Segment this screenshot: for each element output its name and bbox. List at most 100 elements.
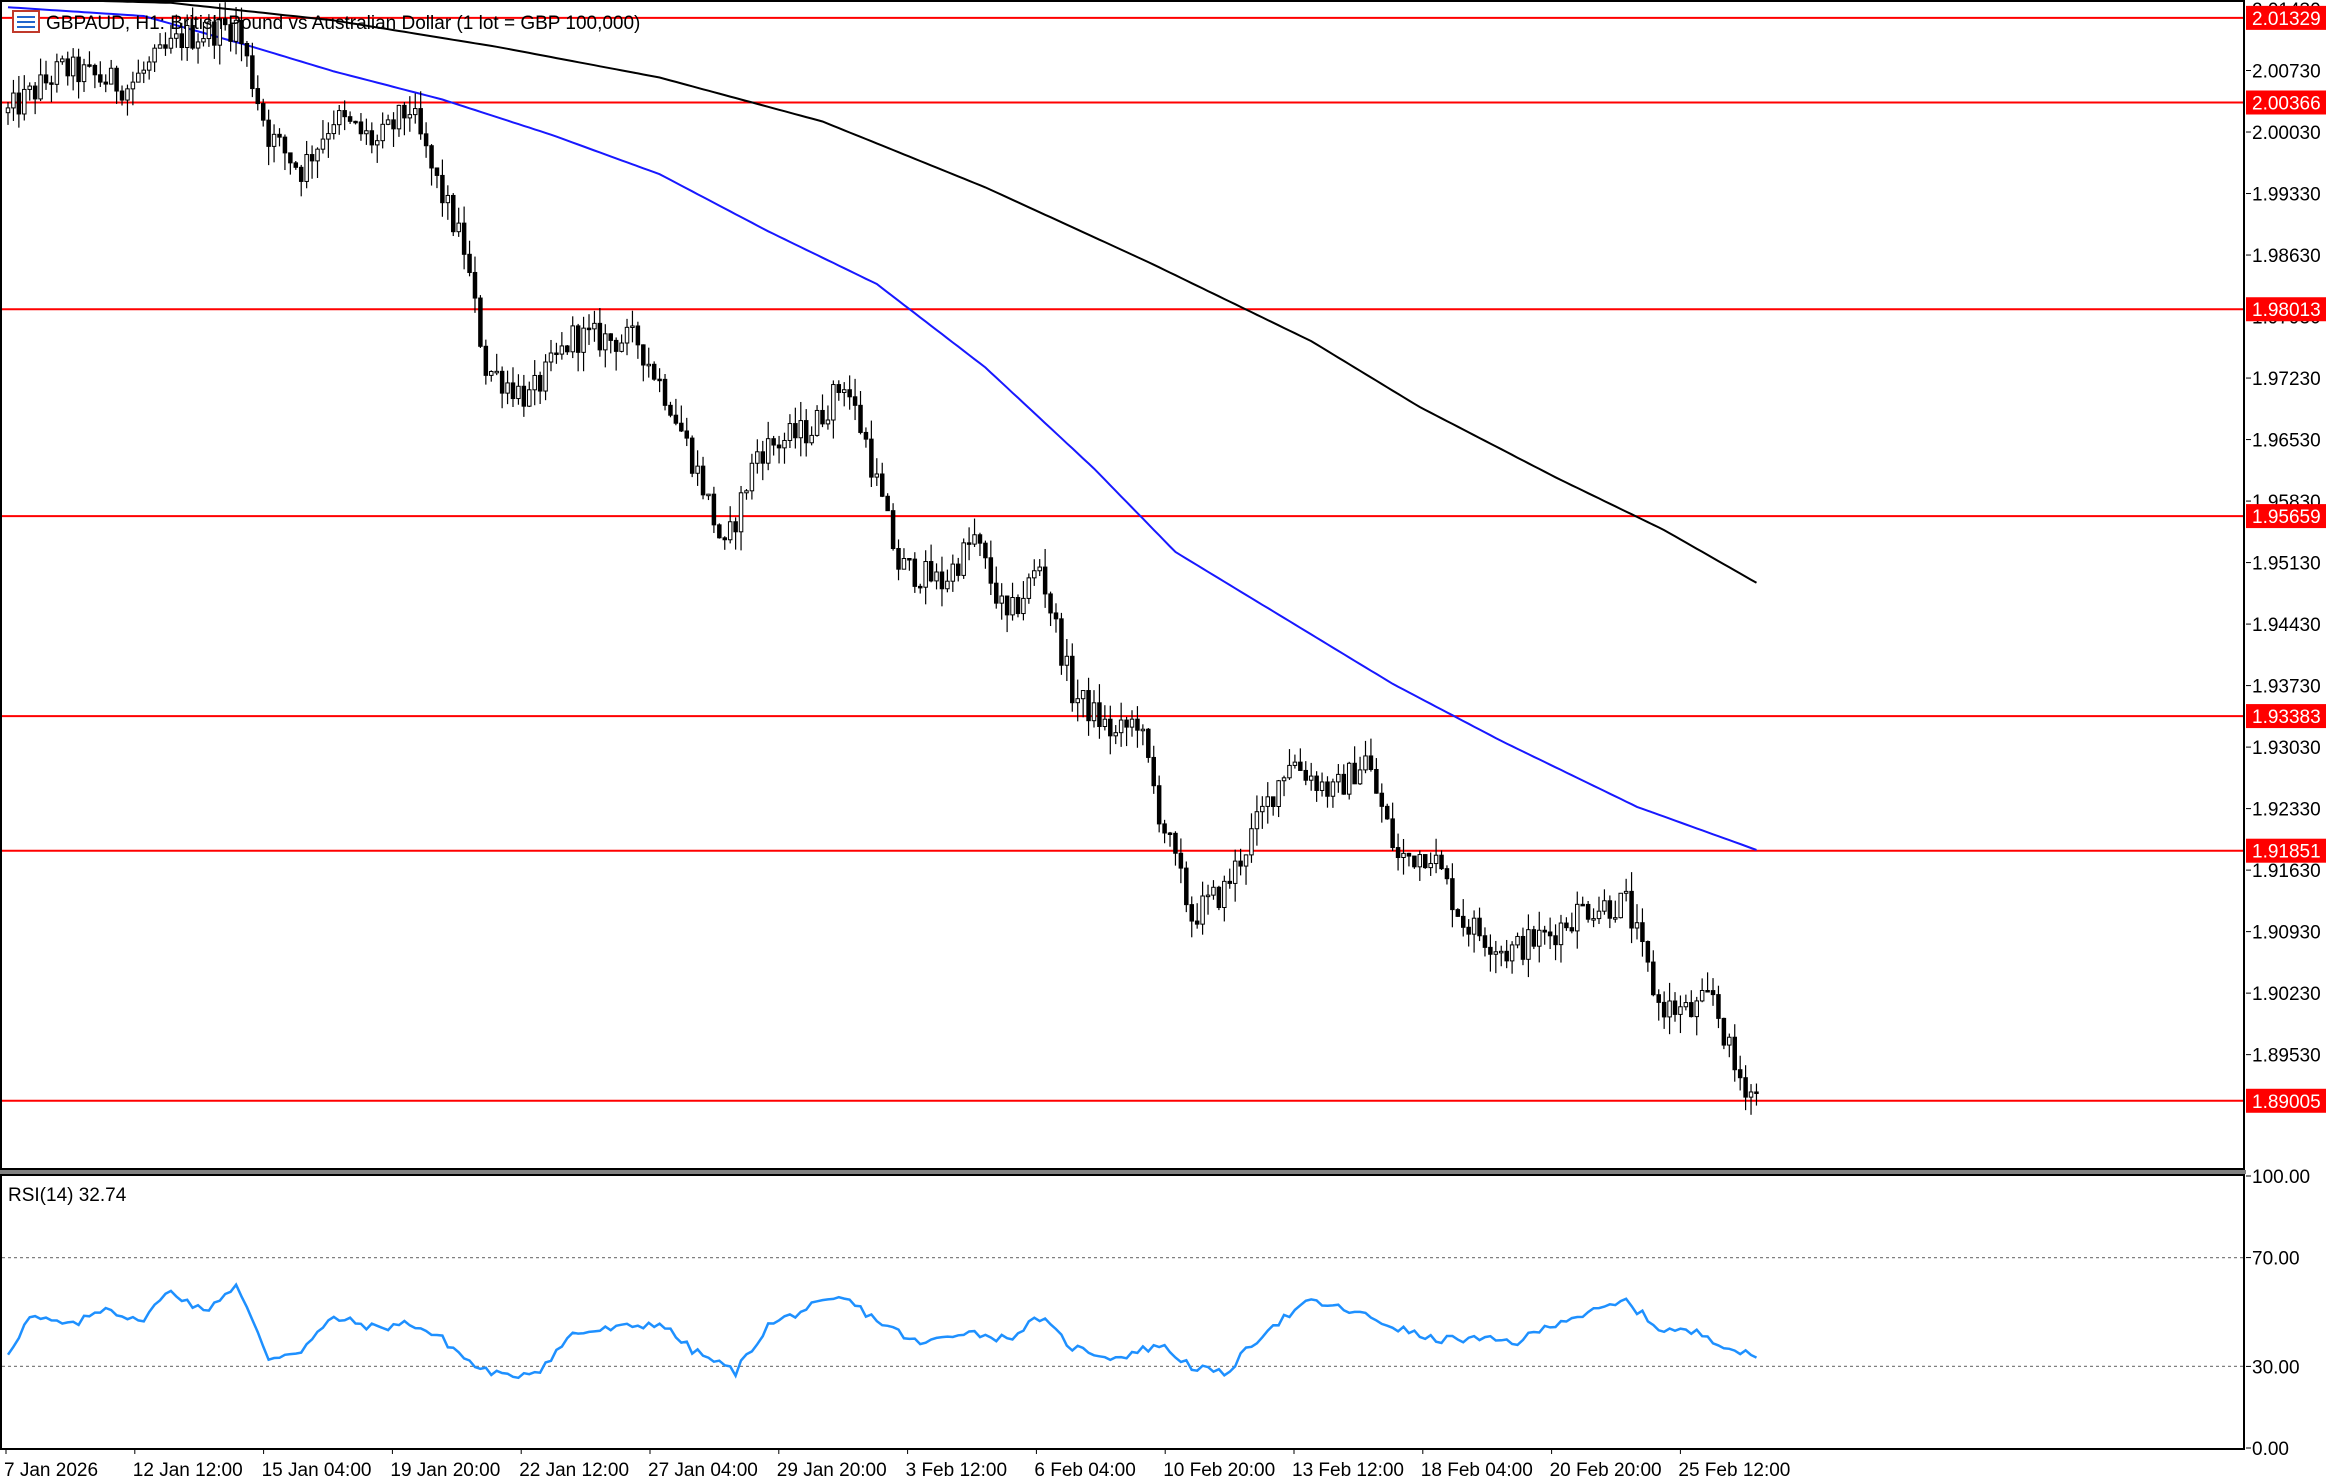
candle-body (972, 534, 977, 545)
candle-body (1053, 612, 1059, 620)
candle-body (222, 18, 228, 26)
candle-body (1298, 761, 1303, 771)
candle-body (483, 345, 489, 376)
candle-body (592, 322, 597, 330)
candle-body (174, 33, 179, 39)
candle-body (266, 119, 271, 147)
candle-body (70, 56, 76, 77)
candle-body (217, 18, 223, 46)
candle-body (570, 325, 575, 353)
candle-body (945, 580, 950, 590)
time-tick-label: 3 Feb 12:00 (906, 1460, 1007, 1478)
candle-body (288, 152, 293, 164)
candle-body (532, 374, 537, 391)
candle-body (38, 74, 43, 100)
candle-body (451, 194, 456, 233)
candle-body (1607, 900, 1613, 919)
candle-body (630, 325, 635, 328)
candle-body (841, 389, 847, 393)
candle-body (190, 25, 195, 49)
candle-body (527, 389, 532, 407)
candle-body (315, 148, 320, 162)
time-tick-label: 22 Jan 12:00 (519, 1460, 629, 1478)
candle-body (1406, 852, 1412, 857)
candle-body (1140, 728, 1146, 732)
price-tick-label: 1.92330 (2252, 800, 2321, 821)
candle-body (1173, 832, 1178, 854)
candle-body (787, 423, 793, 441)
candle-body (1037, 566, 1042, 572)
candle-body (250, 55, 255, 90)
candle-body (1602, 900, 1607, 912)
candle-body (1439, 854, 1444, 870)
candle-body (1629, 890, 1634, 929)
candle-body (1004, 595, 1010, 616)
candle-body (847, 389, 852, 398)
candle-body (689, 437, 695, 474)
candle-body (1455, 909, 1461, 917)
moving-average-slow (29, 0, 1757, 584)
candle-body (1135, 718, 1140, 731)
candle-body (396, 104, 402, 130)
candle-body (1433, 854, 1439, 865)
candle-body (184, 25, 190, 49)
candle-body (114, 67, 119, 92)
candle-body (1032, 570, 1037, 579)
candle-body (1716, 994, 1721, 1019)
candle-body (668, 404, 673, 416)
time-tick-label: 27 Jan 04:00 (648, 1460, 758, 1478)
candle-body (228, 24, 233, 42)
candle-body (803, 420, 809, 444)
candle-body (543, 361, 548, 392)
candle-body (1727, 1036, 1732, 1046)
candle-body (1238, 860, 1243, 867)
candle-body (60, 58, 65, 63)
candle-body (255, 88, 261, 105)
candle-body (1591, 918, 1596, 921)
candle-body (423, 133, 429, 147)
candle-body (1281, 777, 1287, 782)
candle-body (1569, 927, 1575, 932)
horizontal-levels (2, 16, 2244, 1102)
candle-body (1743, 1077, 1748, 1098)
ma-slow-line (29, 0, 1757, 584)
level-tag-label: 2.01329 (2252, 9, 2321, 30)
candle-body (233, 19, 239, 42)
candle-body (1471, 917, 1477, 935)
candle-body (1699, 990, 1705, 1002)
candle-body (896, 548, 901, 570)
candle-body (1292, 761, 1298, 766)
candle-body (342, 110, 347, 118)
candle-body (798, 420, 804, 439)
candle-body (928, 561, 934, 582)
candle-body (820, 409, 825, 425)
candle-body (1265, 796, 1271, 807)
candle-body (141, 69, 146, 74)
candle-body (461, 222, 467, 255)
candle-body (206, 21, 212, 40)
candle-body (1048, 593, 1053, 614)
candle-body (1227, 880, 1232, 884)
candle-body (727, 521, 733, 541)
candle-body (1640, 922, 1645, 943)
candle-body (869, 438, 874, 478)
candle-body (429, 145, 434, 169)
candle-body (1363, 755, 1368, 771)
candlestick-series (5, 2, 1759, 1115)
candle-body (695, 465, 700, 474)
candle-body (1553, 935, 1558, 946)
candle-body (738, 492, 744, 533)
candle-body (309, 154, 315, 162)
candle-body (706, 493, 711, 497)
price-tick-label: 1.98630 (2252, 246, 2321, 267)
time-tick-label: 6 Feb 04:00 (1034, 1460, 1135, 1478)
time-tick-label: 7 Jan 2026 (4, 1460, 98, 1478)
candle-body (1520, 935, 1526, 960)
rsi-pane-frame (0, 1174, 2245, 1450)
candle-body (1493, 951, 1499, 955)
level-tag (2246, 504, 2326, 529)
candle-body (912, 558, 918, 587)
candle-body (1564, 922, 1569, 929)
candle-body (364, 130, 369, 135)
